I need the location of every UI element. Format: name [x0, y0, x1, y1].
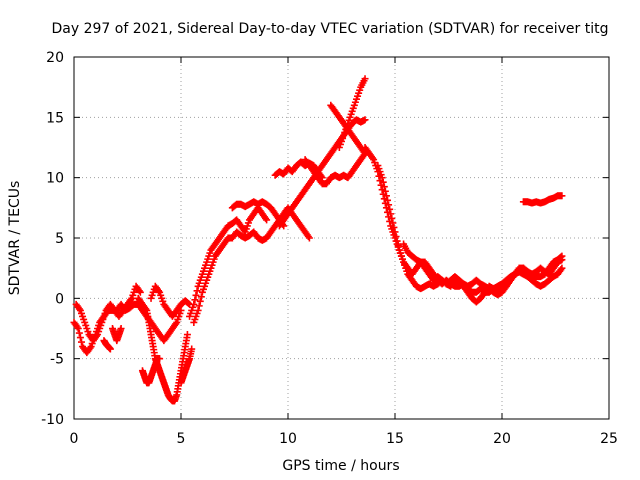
- data-series: [138, 355, 164, 387]
- data-series: [400, 240, 566, 299]
- y-tick-label: 10: [46, 171, 64, 187]
- data-point-marker: [392, 232, 400, 240]
- data-series: [100, 337, 114, 353]
- y-axis-label: SDTVAR / TECUs: [7, 181, 23, 296]
- data-point-marker: [304, 232, 312, 240]
- data-point-marker: [361, 75, 369, 83]
- data-point-marker: [379, 178, 387, 186]
- data-point-marker: [193, 287, 201, 295]
- data-point-marker: [262, 214, 270, 222]
- data-point-marker: [557, 266, 565, 274]
- data-point-marker: [558, 256, 566, 264]
- x-axis: 0 5 10 15 20 25: [70, 57, 618, 447]
- data-point-marker: [558, 264, 566, 272]
- data-series: [301, 150, 369, 188]
- data-point-marker: [76, 334, 84, 342]
- x-tick-label: 5: [177, 431, 186, 447]
- data-point-marker: [92, 332, 100, 340]
- data-point-marker: [386, 205, 394, 213]
- data-point-marker: [155, 287, 163, 295]
- data-point-marker: [384, 196, 392, 204]
- data-point-marker: [196, 297, 204, 305]
- x-tick-label: 25: [600, 431, 618, 447]
- data-point-marker: [381, 187, 389, 195]
- data-point-marker: [382, 192, 390, 200]
- y-tick-label: -10: [41, 412, 64, 428]
- data-point-marker: [86, 344, 94, 352]
- data-point-marker: [75, 305, 83, 313]
- data-point-marker: [263, 216, 271, 224]
- y-tick-label: -5: [50, 352, 64, 368]
- x-tick-label: 0: [70, 431, 79, 447]
- data-point-marker: [369, 154, 377, 162]
- data-point-marker: [385, 201, 393, 209]
- data-point-marker: [393, 237, 401, 245]
- data-point-marker: [77, 338, 85, 346]
- data-series: [186, 204, 271, 320]
- data-point-marker: [388, 214, 396, 222]
- data-point-marker: [195, 302, 203, 310]
- data-point-marker: [192, 291, 200, 299]
- data-point-marker: [188, 345, 196, 353]
- data-point-marker: [191, 296, 199, 304]
- data-series: [109, 325, 125, 345]
- data-point-marker: [390, 223, 398, 231]
- data-point-marker: [117, 325, 125, 332]
- data-point-marker: [391, 228, 399, 236]
- data-point-marker: [389, 219, 397, 227]
- data-point-marker: [190, 300, 198, 308]
- y-tick-label: 0: [55, 291, 64, 307]
- x-axis-label: GPS time / hours: [282, 458, 399, 474]
- data-point-marker: [380, 183, 388, 191]
- y-tick-label: 15: [46, 110, 64, 126]
- data-point-marker: [136, 288, 144, 296]
- data-point-marker: [183, 331, 191, 339]
- y-axis: -10 -5 0 5 10 15 20: [41, 50, 609, 428]
- data-series: [335, 75, 369, 151]
- data-marks: [70, 75, 566, 405]
- data-point-marker: [142, 305, 150, 313]
- data-point-marker: [75, 329, 83, 337]
- data-point-marker: [172, 320, 180, 328]
- data-series: [177, 345, 196, 387]
- data-point-marker: [305, 234, 313, 242]
- data-point-marker: [127, 296, 135, 304]
- data-point-marker: [74, 325, 82, 332]
- data-point-marker: [558, 192, 566, 200]
- data-point-marker: [387, 210, 395, 218]
- data-point-marker: [194, 306, 202, 314]
- data-series: [72, 282, 144, 345]
- x-tick-label: 10: [279, 431, 297, 447]
- data-point-marker: [394, 242, 402, 250]
- data-series: [519, 192, 566, 207]
- y-tick-label: 20: [46, 50, 64, 66]
- data-point-marker: [378, 174, 386, 182]
- data-series: [228, 198, 288, 230]
- x-tick-label: 20: [493, 431, 511, 447]
- y-tick-label: 5: [55, 231, 64, 247]
- data-point-marker: [106, 345, 114, 353]
- data-point-marker: [156, 355, 164, 363]
- x-tick-label: 15: [386, 431, 404, 447]
- data-point-marker: [184, 299, 192, 307]
- data-point-marker: [197, 293, 205, 301]
- chart-title: Day 297 of 2021, Sidereal Day-to-day VTE…: [52, 21, 609, 37]
- data-series: [147, 282, 194, 320]
- data-point-marker: [73, 323, 81, 331]
- data-series: [134, 294, 191, 405]
- data-point-marker: [361, 116, 369, 124]
- data-point-marker: [135, 287, 143, 295]
